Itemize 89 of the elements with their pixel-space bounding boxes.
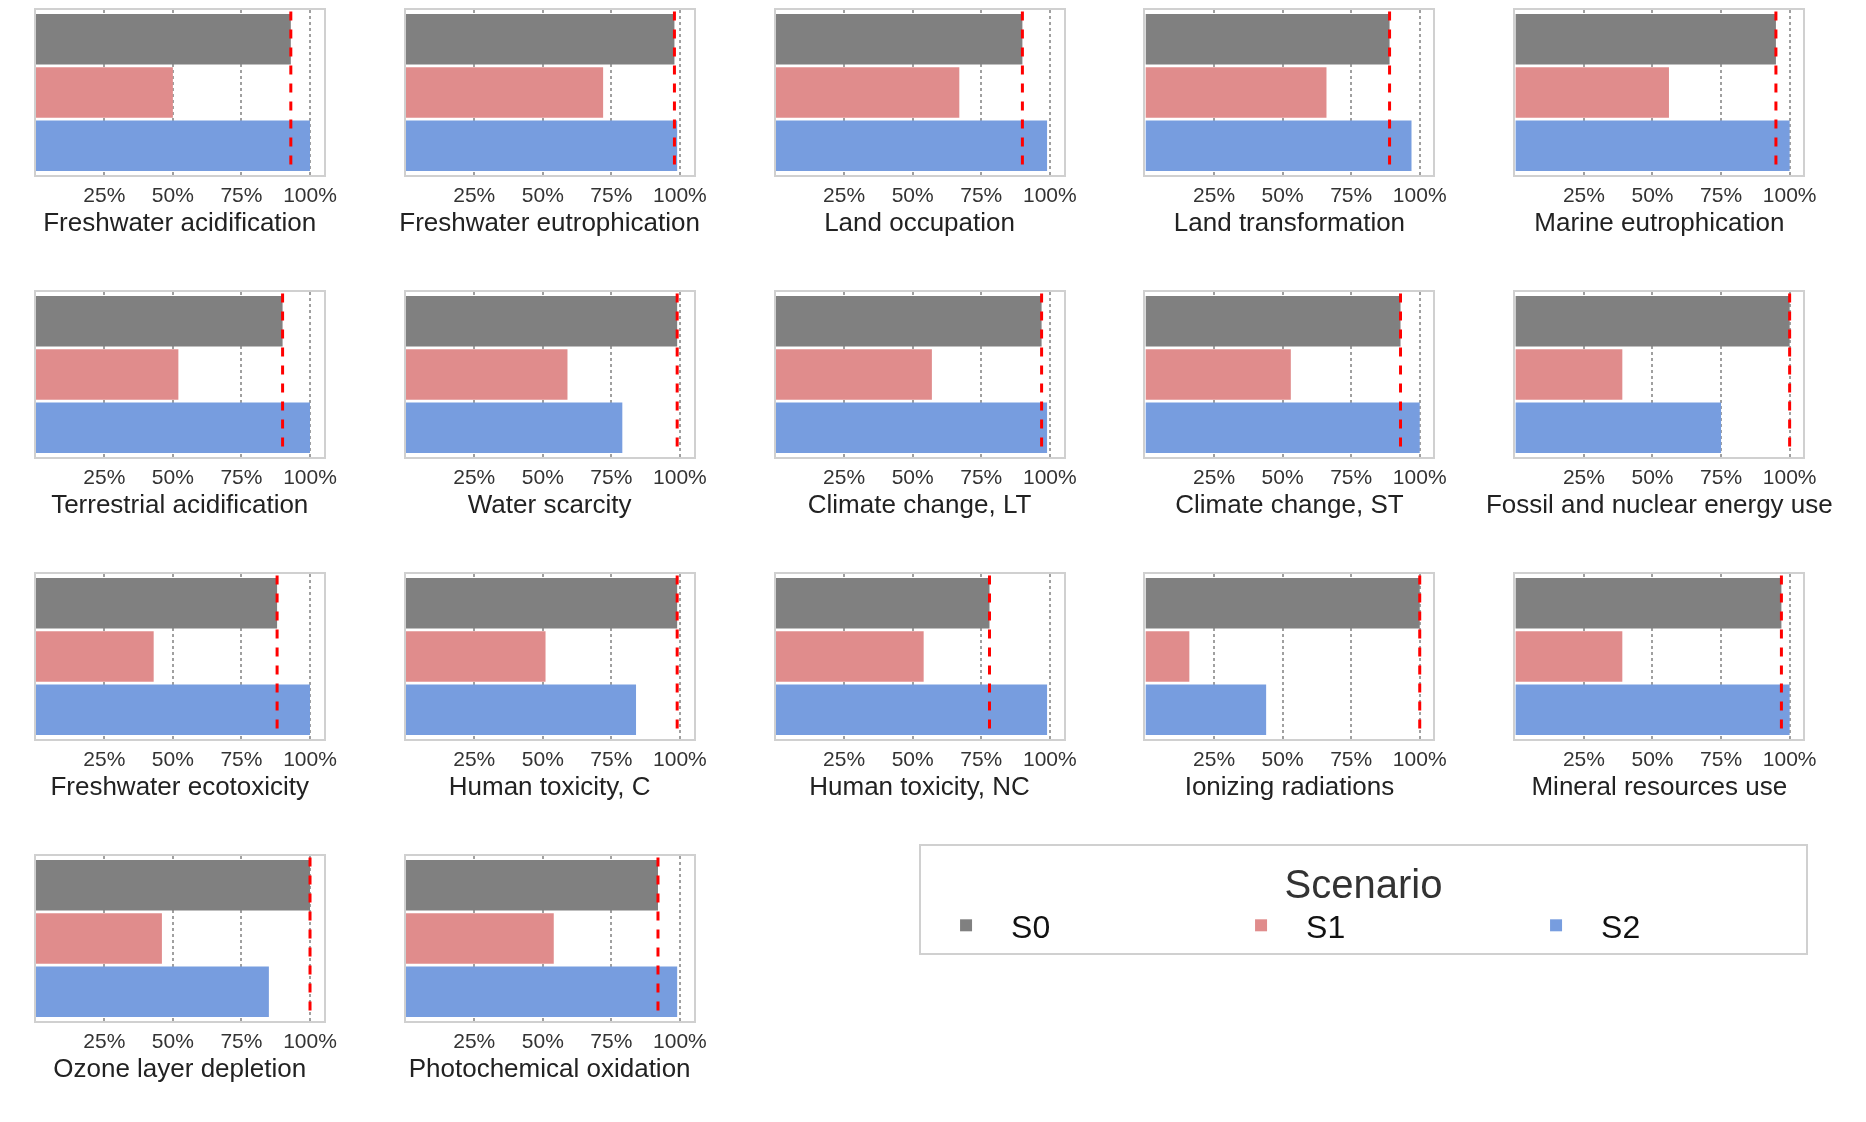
- x-tick-label: 50%: [521, 465, 564, 489]
- x-tick-label: 100%: [653, 1029, 707, 1053]
- x-tick-label: 25%: [453, 183, 496, 207]
- x-tick-label: 50%: [891, 183, 934, 207]
- x-axis-title: Mineral resources use: [1531, 771, 1788, 802]
- legend-label: S2: [1601, 908, 1641, 945]
- x-tick-label: 75%: [960, 183, 1003, 207]
- x-tick-label: 100%: [283, 1029, 337, 1053]
- x-tick-label: 75%: [1330, 183, 1373, 207]
- x-tick-label: 50%: [1261, 465, 1304, 489]
- x-tick-label: 75%: [220, 747, 263, 771]
- x-tick-label: 75%: [1700, 465, 1743, 489]
- x-tick-label: 50%: [151, 183, 194, 207]
- x-axis-title: Freshwater ecotoxicity: [50, 771, 310, 802]
- x-tick-label: 100%: [1762, 183, 1817, 207]
- legend-label: S1: [1306, 908, 1346, 945]
- x-axis-title: Water scarcity: [467, 489, 632, 520]
- x-tick-label: 50%: [1631, 747, 1674, 771]
- x-tick-label: 25%: [83, 1029, 126, 1053]
- x-axis-title: Human toxicity, C: [448, 771, 651, 802]
- x-tick-label: 100%: [1392, 747, 1447, 771]
- x-tick-label: 50%: [521, 1029, 564, 1053]
- x-tick-label: 75%: [590, 747, 633, 771]
- x-tick-label: 75%: [590, 465, 633, 489]
- x-tick-label: 25%: [1193, 183, 1236, 207]
- x-tick-label: 25%: [823, 747, 866, 771]
- x-tick-label: 100%: [1022, 183, 1077, 207]
- x-tick-label: 75%: [1330, 465, 1373, 489]
- x-tick-label: 25%: [1193, 465, 1236, 489]
- x-tick-label: 50%: [1261, 747, 1304, 771]
- x-tick-label: 100%: [1392, 183, 1447, 207]
- x-tick-label: 50%: [521, 183, 564, 207]
- x-tick-label: 75%: [220, 1029, 263, 1053]
- x-tick-label: 50%: [891, 747, 934, 771]
- x-axis-title: Terrestrial acidification: [51, 489, 309, 520]
- x-tick-label: 100%: [653, 183, 707, 207]
- x-tick-label: 50%: [1631, 183, 1674, 207]
- x-tick-label: 50%: [1631, 465, 1674, 489]
- x-tick-label: 75%: [220, 183, 263, 207]
- x-tick-label: 25%: [823, 183, 866, 207]
- x-tick-label: 100%: [283, 183, 337, 207]
- x-tick-label: 50%: [151, 747, 194, 771]
- x-tick-label: 50%: [891, 465, 934, 489]
- x-tick-label: 25%: [1193, 747, 1236, 771]
- x-tick-label: 75%: [960, 465, 1003, 489]
- x-tick-label: 25%: [83, 183, 126, 207]
- x-axis-title: Fossil and nuclear energy use: [1485, 489, 1833, 520]
- x-tick-label: 100%: [1022, 747, 1077, 771]
- x-tick-label: 25%: [83, 465, 126, 489]
- x-tick-label: 75%: [960, 747, 1003, 771]
- x-tick-label: 100%: [653, 747, 707, 771]
- x-tick-label: 100%: [283, 747, 337, 771]
- x-axis-title: Land transformation: [1173, 207, 1406, 238]
- x-tick-label: 50%: [521, 747, 564, 771]
- x-tick-label: 100%: [1392, 465, 1447, 489]
- x-tick-label: 100%: [1762, 465, 1817, 489]
- x-tick-label: 25%: [1562, 747, 1605, 771]
- legend-title: Scenario: [1284, 862, 1443, 906]
- x-tick-label: 75%: [1700, 183, 1743, 207]
- x-tick-label: 100%: [653, 465, 707, 489]
- x-tick-label: 100%: [1762, 747, 1817, 771]
- x-tick-label: 100%: [1022, 465, 1077, 489]
- x-tick-label: 75%: [590, 183, 633, 207]
- x-tick-label: 50%: [1261, 183, 1304, 207]
- x-axis-title: Photochemical oxidation: [408, 1053, 691, 1084]
- x-tick-label: 25%: [1562, 465, 1605, 489]
- x-axis-title: Ozone layer depletion: [53, 1053, 307, 1084]
- x-axis-title: Freshwater eutrophication: [399, 207, 700, 238]
- x-axis-title: Marine eutrophication: [1534, 207, 1785, 238]
- x-tick-label: 25%: [823, 465, 866, 489]
- x-axis-title: Freshwater acidification: [43, 207, 317, 238]
- x-tick-label: 75%: [1700, 747, 1743, 771]
- x-axis-title: Climate change, LT: [807, 489, 1032, 520]
- legend-label: S0: [1011, 908, 1051, 945]
- x-tick-label: 100%: [283, 465, 337, 489]
- x-tick-label: 25%: [453, 747, 496, 771]
- x-tick-label: 75%: [1330, 747, 1373, 771]
- x-tick-label: 25%: [453, 1029, 496, 1053]
- x-tick-label: 25%: [83, 747, 126, 771]
- x-axis-title: Human toxicity, NC: [809, 771, 1030, 802]
- x-tick-label: 75%: [590, 1029, 633, 1053]
- x-tick-label: 75%: [220, 465, 263, 489]
- x-tick-label: 25%: [453, 465, 496, 489]
- x-axis-title: Climate change, ST: [1175, 489, 1404, 520]
- x-axis-title: Ionizing radiations: [1184, 771, 1395, 802]
- x-tick-label: 50%: [151, 465, 194, 489]
- x-tick-label: 50%: [151, 1029, 194, 1053]
- x-axis-title: Land occupation: [824, 207, 1015, 238]
- x-tick-label: 25%: [1562, 183, 1605, 207]
